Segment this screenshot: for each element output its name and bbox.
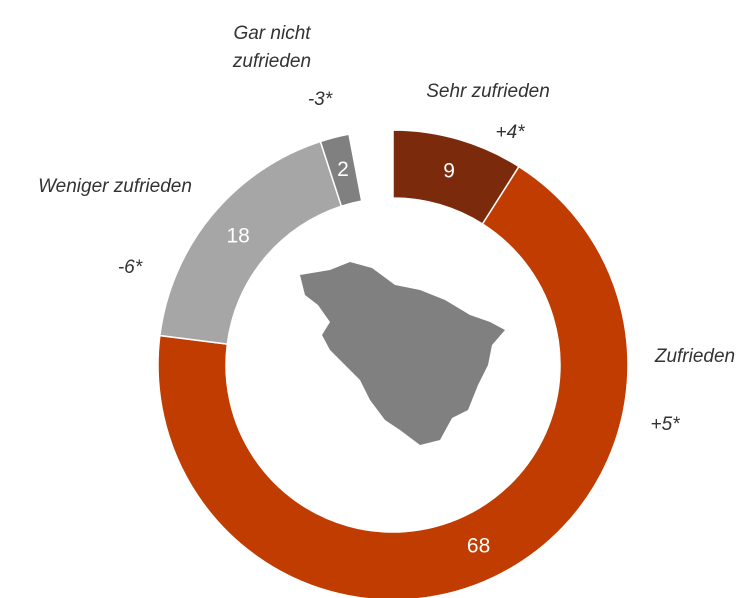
value-label: 18 [226, 224, 249, 247]
donut-slice [159, 140, 343, 345]
change-label: +5* [650, 414, 680, 435]
category-label: Sehr zufrieden [426, 81, 550, 102]
change-label: +4* [495, 122, 525, 143]
change-label: -3* [307, 89, 333, 110]
category-label: Gar nicht zufrieden [232, 23, 312, 72]
value-label: 2 [337, 158, 349, 181]
map-shape [300, 262, 505, 445]
value-label: 9 [443, 160, 455, 183]
category-label: Zufrieden [654, 346, 736, 367]
donut-slice [319, 133, 363, 208]
donut-slice [157, 165, 629, 598]
value-label: 68 [467, 534, 490, 557]
category-label: Weniger zufrieden [38, 176, 192, 197]
change-label: -6* [117, 257, 143, 278]
